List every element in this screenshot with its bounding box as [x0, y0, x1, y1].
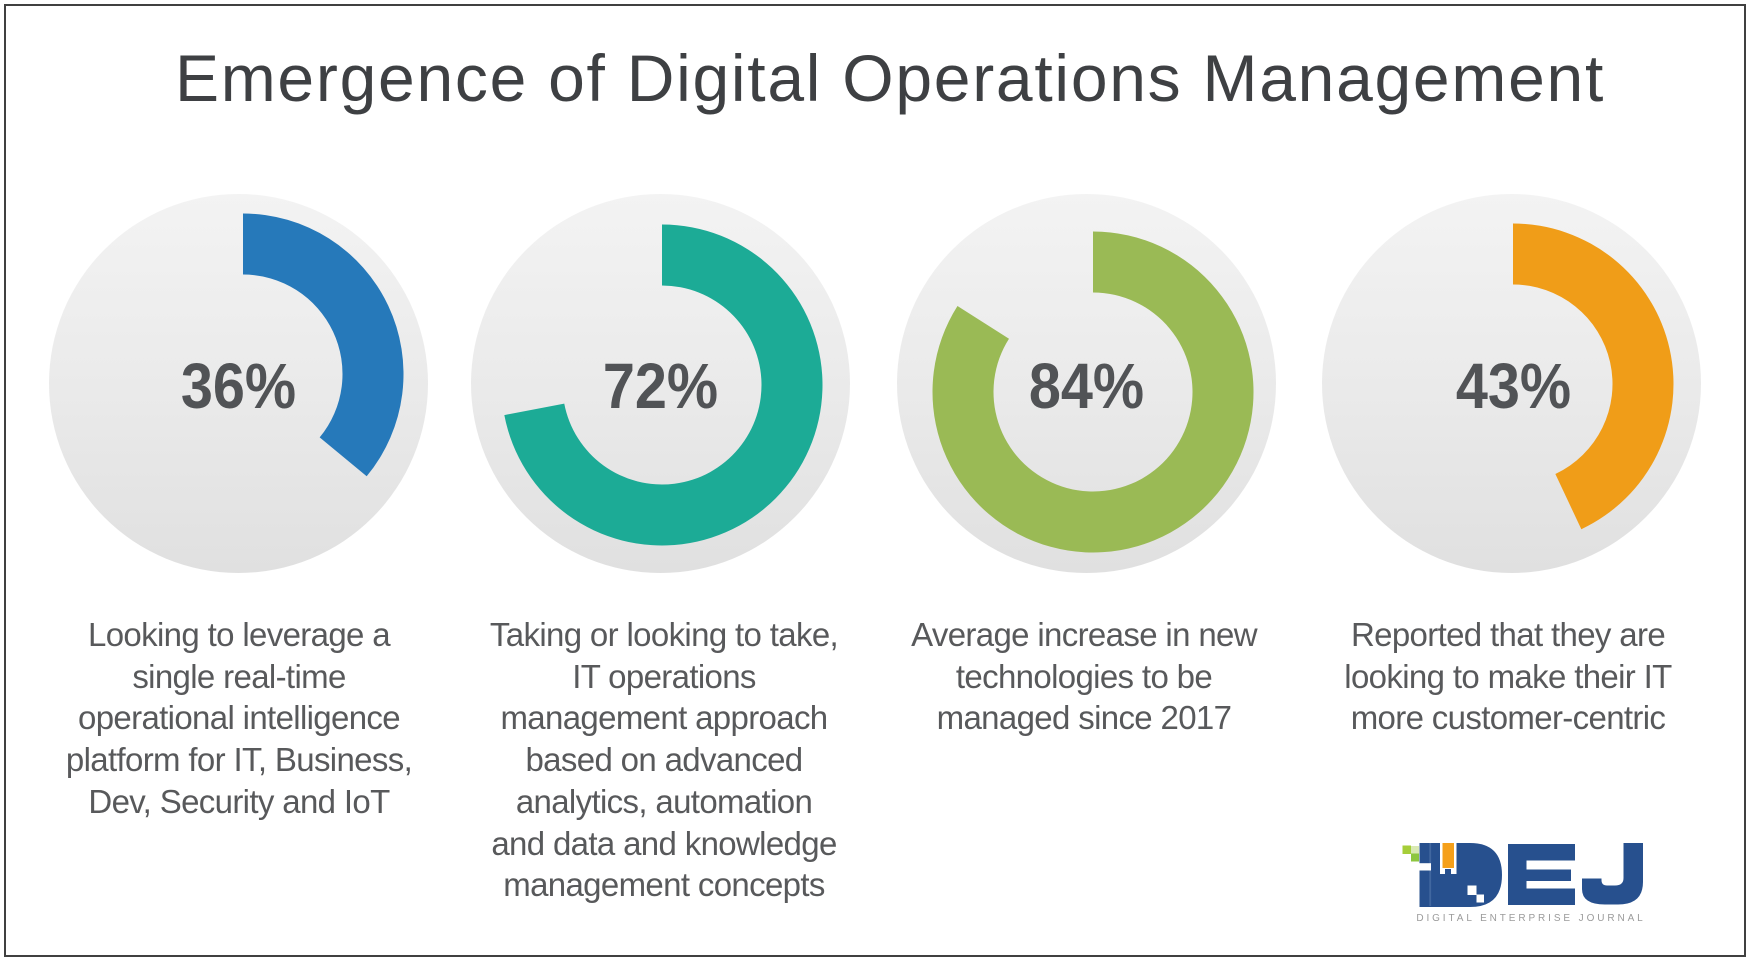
svg-text:DIGITAL ENTERPRISE JOURNAL: DIGITAL ENTERPRISE JOURNAL — [1416, 913, 1645, 924]
